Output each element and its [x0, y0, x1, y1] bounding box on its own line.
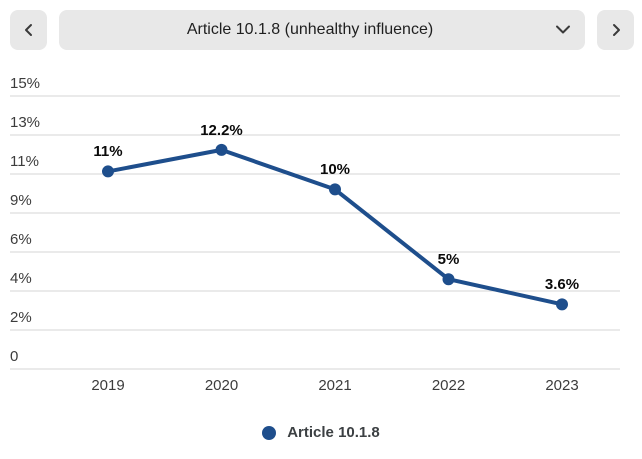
data-point: [556, 298, 568, 311]
data-label: 5%: [437, 251, 460, 269]
y-tick-label: 11%: [10, 153, 39, 170]
data-label: 3.6%: [544, 276, 580, 294]
x-axis-label: 2021: [318, 377, 352, 394]
y-tick-label: 0: [10, 348, 19, 365]
y-tick-label: 4%: [10, 270, 32, 287]
chevron-left-icon: [24, 24, 32, 36]
chart-legend: Article 10.1.8: [0, 424, 642, 441]
chevron-right-icon: [612, 24, 620, 36]
y-tick-label: 13%: [10, 114, 41, 131]
x-axis-label: 2023: [545, 377, 579, 394]
y-tick-label: 15%: [10, 75, 41, 92]
data-label: 11%: [93, 143, 123, 161]
y-tick-label: 2%: [10, 309, 32, 326]
data-label: 10%: [319, 161, 351, 179]
y-tick-label: 6%: [10, 231, 32, 248]
selected-article-label: Article 10.1.8 (unhealthy influence): [186, 21, 434, 38]
series-name: Article 10.1.8: [287, 424, 380, 441]
data-point: [442, 273, 455, 286]
series-color-dot: [262, 425, 277, 440]
data-label: 12.2%: [200, 121, 243, 139]
article-select[interactable]: Article 10.1.8 (unhealthy influence): [59, 10, 585, 50]
chevron-down-icon: [556, 25, 570, 34]
x-axis-label: 2020: [204, 377, 239, 394]
data-point: [102, 165, 114, 178]
next-article-button[interactable]: [597, 10, 634, 50]
data-point: [329, 183, 341, 196]
data-point: [215, 143, 228, 156]
x-axis-label: 2019: [91, 377, 125, 394]
y-tick-label: 9%: [10, 192, 32, 209]
chart-navigator: Article 10.1.8 (unhealthy influence): [10, 10, 634, 50]
prev-article-button[interactable]: [10, 10, 47, 50]
x-axis-label: 2022: [431, 377, 466, 394]
